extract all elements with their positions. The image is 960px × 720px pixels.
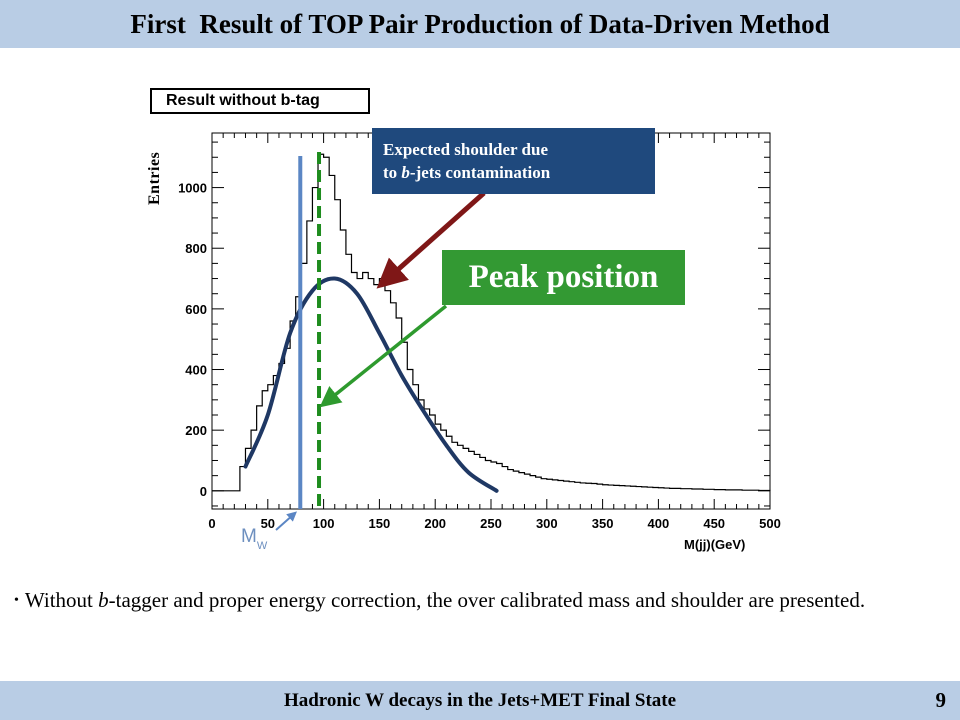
plot-title-box: Result without b-tag [150,88,370,114]
title-bar: First Result of TOP Pair Production of D… [0,0,960,48]
y-tick-label-600: 600 [185,302,207,317]
page-number: 9 [935,688,947,712]
shoulder-text-italic: b [401,163,410,182]
mw-label-sub: W [256,540,268,552]
peak-arrow [319,304,448,408]
x-tick-label-50: 50 [261,516,275,531]
shoulder-text-2: to [383,163,402,182]
peak-callout: Peak position [442,250,685,305]
mw-label: MW [241,526,267,552]
x-tick-label-150: 150 [369,516,391,531]
y-tick-label-0: 0 [200,484,207,499]
x-tick-label-500: 500 [759,516,781,531]
y-tick-label-200: 200 [185,423,207,438]
shoulder-arrow [376,191,486,289]
x-tick-label-200: 200 [424,516,446,531]
shoulder-callout: Expected shoulder due to b-jets contamin… [372,128,655,194]
footer-text: Hadronic W decays in the Jets+MET Final … [283,690,677,711]
mw-pointer-arrow [275,511,297,531]
mw-label-main: M [241,526,257,547]
y-tick-label-400: 400 [185,363,207,378]
x-tick-label-350: 350 [592,516,614,531]
plot-title: Result without b-tag [166,92,320,109]
footer-bar: Hadronic W decays in the Jets+MET Final … [0,681,960,720]
y-tick-label-800: 800 [185,241,207,256]
peak-text: Peak position [468,259,659,295]
y-axis-label: Entries [146,151,163,205]
fit-curve [243,276,499,493]
y-tick-label-1000: 1000 [178,181,207,196]
bullet-text-2: -tagger and proper energy correction, th… [108,588,866,612]
bullet-dot-icon: • [14,593,19,608]
x-tick-label-450: 450 [703,516,725,531]
histogram-bins [234,154,770,491]
bullet-text: • Without b-tagger and proper energy corr… [12,586,952,615]
x-tick-label-400: 400 [648,516,670,531]
x-tick-label-250: 250 [480,516,502,531]
x-tick-label-300: 300 [536,516,558,531]
x-tick-label-0: 0 [208,516,215,531]
x-tick-label-100: 100 [313,516,335,531]
bullet-text-1: Without [24,588,99,612]
shoulder-text-3: -jets contamination [409,163,551,182]
shoulder-text-1: Expected shoulder due [383,140,548,159]
slide-title: First Result of TOP Pair Production of D… [130,8,830,39]
bullet-text-italic: b [98,588,109,612]
x-axis-label: M(jj)(GeV) [684,537,746,552]
